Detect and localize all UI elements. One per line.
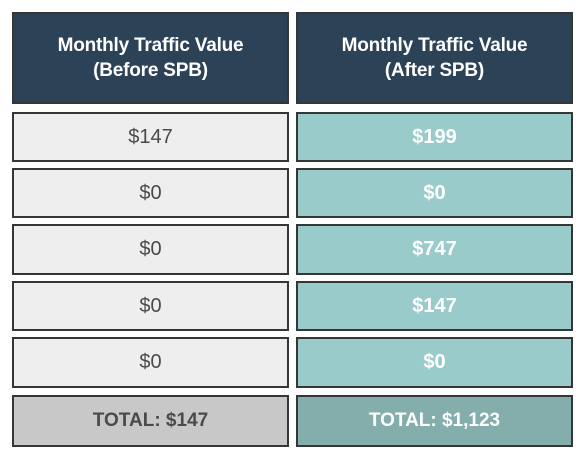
header-before-line2: (Before SPB)	[93, 60, 208, 81]
total-after-cell: TOTAL: $1,123	[296, 395, 573, 447]
after-value-cell: $0	[296, 337, 573, 388]
after-value-cell: $0	[296, 168, 573, 218]
before-value-cell: $147	[12, 112, 289, 162]
before-value-cell: $0	[12, 224, 289, 275]
header-after-line1: Monthly Traffic Value	[341, 35, 528, 56]
header-before-line1: Monthly Traffic Value	[57, 35, 244, 56]
after-value-cell: $747	[296, 224, 573, 275]
header-before-spb: Monthly Traffic Value (Before SPB)	[12, 12, 289, 104]
total-before-cell: TOTAL: $147	[12, 395, 289, 447]
before-value-cell: $0	[12, 337, 289, 388]
header-after-line2: (After SPB)	[384, 60, 485, 81]
after-value-cell: $147	[296, 281, 573, 331]
before-value-cell: $0	[12, 281, 289, 331]
before-value-cell: $0	[12, 168, 289, 218]
after-value-cell: $199	[296, 112, 573, 162]
header-after-spb: Monthly Traffic Value (After SPB)	[296, 12, 573, 104]
